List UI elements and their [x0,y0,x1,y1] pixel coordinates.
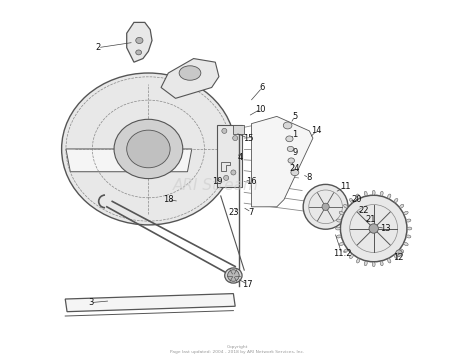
Polygon shape [252,117,313,207]
Ellipse shape [364,191,367,196]
Ellipse shape [336,227,340,230]
Text: 11:2: 11:2 [333,249,351,258]
Ellipse shape [372,262,375,267]
Ellipse shape [179,66,201,80]
Text: 23: 23 [228,208,239,217]
Ellipse shape [356,194,360,199]
Polygon shape [127,23,152,62]
Polygon shape [66,149,192,172]
Ellipse shape [349,199,353,203]
Text: 11: 11 [340,183,351,191]
Text: 17: 17 [243,280,253,289]
Ellipse shape [287,146,294,152]
Ellipse shape [406,219,411,222]
Ellipse shape [136,50,142,55]
Ellipse shape [136,37,143,44]
Ellipse shape [406,235,411,238]
Circle shape [228,270,239,281]
Text: 21: 21 [365,215,376,224]
Text: 1: 1 [292,130,298,139]
Circle shape [396,250,402,256]
Ellipse shape [114,119,183,179]
Ellipse shape [337,235,341,238]
Ellipse shape [283,122,292,129]
Polygon shape [65,294,235,312]
Ellipse shape [337,219,341,222]
Ellipse shape [62,73,235,225]
Bar [217,126,242,187]
Ellipse shape [286,136,293,142]
Ellipse shape [356,258,360,263]
Ellipse shape [127,130,170,168]
Ellipse shape [349,254,353,258]
Text: 8: 8 [307,174,312,182]
Text: 2: 2 [95,43,100,52]
Circle shape [224,175,228,180]
Circle shape [222,129,227,134]
Ellipse shape [225,268,242,283]
Ellipse shape [404,211,408,215]
Text: 3: 3 [88,298,93,307]
Circle shape [303,184,348,229]
Polygon shape [161,58,219,98]
Polygon shape [221,162,230,171]
Text: 16: 16 [246,177,257,186]
Ellipse shape [288,158,294,163]
Text: 6: 6 [260,83,265,92]
Text: 18: 18 [163,195,173,204]
Circle shape [369,224,378,233]
Ellipse shape [404,242,408,246]
Text: 20: 20 [351,195,362,204]
Ellipse shape [400,249,404,253]
Ellipse shape [380,261,383,266]
Circle shape [233,135,238,140]
Ellipse shape [291,169,299,176]
Ellipse shape [388,194,391,199]
Ellipse shape [407,227,412,230]
Bar [233,126,244,134]
Text: 15: 15 [243,134,253,143]
Ellipse shape [400,204,404,208]
Ellipse shape [339,242,344,246]
Text: Copyright
Page last updated: 2004 - 2018 by ARI Network Services, Inc.: Copyright Page last updated: 2004 - 2018… [170,345,304,354]
Ellipse shape [394,199,398,203]
Text: 19: 19 [212,177,222,186]
Ellipse shape [344,204,348,208]
Text: 22: 22 [358,206,369,215]
Text: 12: 12 [392,253,403,262]
Circle shape [231,170,236,175]
Text: 10: 10 [255,105,266,114]
Ellipse shape [388,258,391,263]
Ellipse shape [372,190,375,195]
Ellipse shape [364,261,367,266]
Ellipse shape [344,249,348,253]
Text: 4: 4 [238,154,243,163]
Circle shape [322,203,329,211]
Text: 9: 9 [292,148,298,157]
Text: 7: 7 [249,208,254,217]
Circle shape [340,195,407,262]
Text: 24: 24 [290,164,300,174]
Ellipse shape [339,211,344,215]
Text: 14: 14 [311,126,322,135]
Ellipse shape [380,191,383,196]
Text: 5: 5 [292,112,298,121]
Text: ARI Stream: ARI Stream [173,178,258,193]
Text: 13: 13 [380,224,391,233]
Ellipse shape [394,254,398,258]
